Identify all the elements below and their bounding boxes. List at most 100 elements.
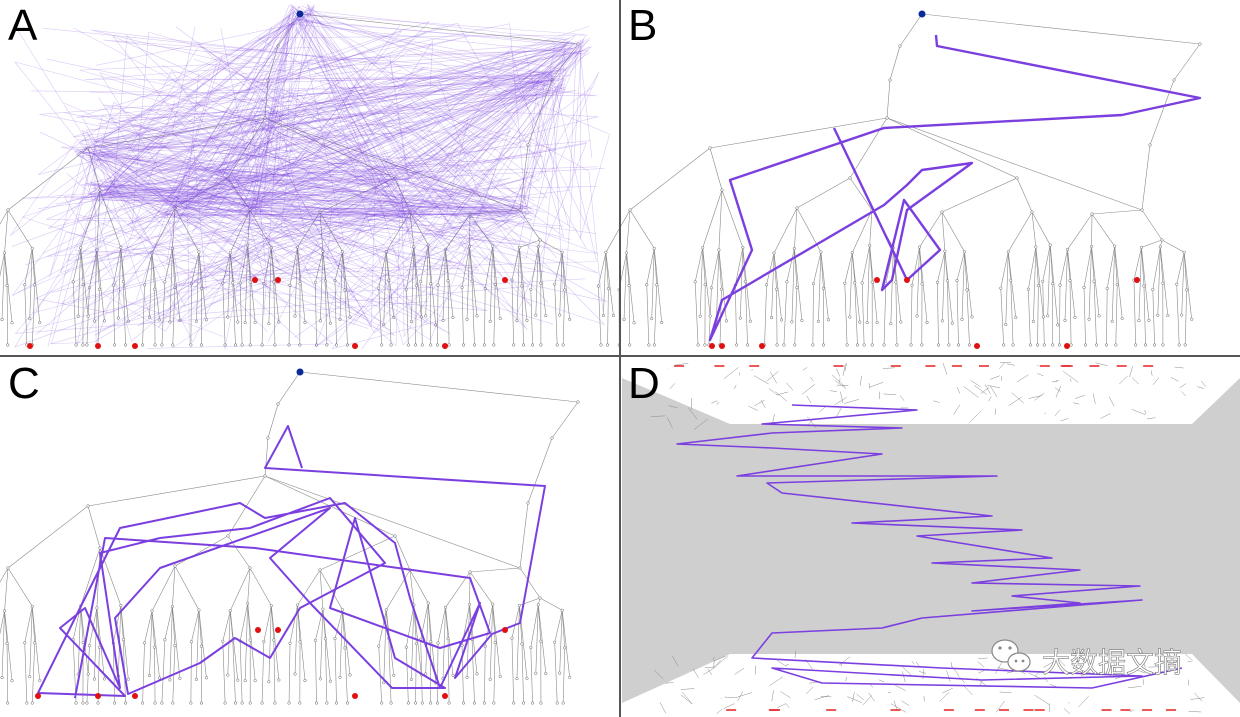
corridor-tree-edge [842, 363, 846, 376]
search-path [84, 42, 571, 174]
search-path [252, 55, 564, 299]
target-node [719, 343, 725, 349]
tree-node [925, 320, 929, 325]
corridor-tree-edge [780, 691, 791, 699]
tree-node [553, 640, 557, 644]
corridor-tree-edge [1057, 658, 1066, 667]
search-path [14, 61, 361, 221]
tree-edge [319, 569, 324, 610]
tree-edge [1115, 284, 1118, 346]
search-path [75, 69, 562, 123]
search-path [79, 151, 516, 214]
tree-edge [1083, 246, 1092, 288]
tree-node [226, 315, 230, 319]
search-path [421, 71, 600, 218]
search-path [242, 111, 399, 259]
tree-edge [721, 189, 744, 248]
search-paths-a [9, 3, 610, 350]
tree-node [92, 319, 96, 323]
tree-edge [947, 280, 950, 346]
tree-edge [844, 283, 848, 346]
search-path [197, 43, 548, 179]
tree-edge [554, 284, 558, 346]
tree-edge [1176, 284, 1180, 346]
tree-node [30, 701, 34, 705]
tree-edge [1033, 246, 1037, 322]
corridor-tree-edge [883, 393, 897, 396]
tree-node [414, 642, 418, 646]
tree-edge [239, 640, 243, 704]
tree-edge [196, 252, 200, 322]
corridor-tree-edge [878, 679, 885, 683]
corridor-tree-edge [805, 686, 814, 695]
tree-node [604, 250, 608, 254]
search-path [182, 46, 592, 285]
tree-node [512, 701, 516, 705]
tree-node [295, 245, 300, 249]
corridor-tree-edge [713, 655, 726, 662]
corridor-tree-edge [716, 708, 723, 714]
tree-edge [786, 248, 795, 282]
tree-node [1090, 212, 1094, 216]
tree-node [236, 678, 240, 682]
search-path [253, 17, 513, 235]
tree-node [97, 287, 101, 291]
tree-edge [605, 209, 631, 253]
tree-edge [1106, 246, 1115, 289]
corridor-tree-edge [1179, 383, 1187, 389]
tree-edge [378, 251, 387, 289]
tree-edge [388, 280, 392, 346]
tree-node [1110, 319, 1114, 323]
tree-node [1042, 343, 1046, 347]
corridor-tree-edge [707, 668, 713, 675]
tree-node [98, 546, 102, 550]
search-path [124, 6, 591, 174]
corridor-tree-edge [806, 395, 812, 404]
tree-node [236, 320, 240, 324]
tree-node [233, 343, 238, 347]
tree-node [1026, 287, 1030, 291]
tree-node [246, 243, 250, 247]
search-path [166, 50, 567, 273]
tree-edge [289, 247, 298, 286]
tree-edge [1138, 247, 1142, 321]
corridor-tree-edge [1063, 708, 1071, 715]
tree-node [709, 286, 713, 290]
tree-node [243, 321, 247, 325]
tree-edge [271, 247, 280, 323]
corridor-tree-edge [1068, 701, 1070, 704]
tree-edge [605, 252, 614, 316]
tree-edge [244, 603, 248, 681]
tree-edge [559, 252, 563, 316]
tree-edge [766, 252, 775, 285]
tree-edge [172, 565, 176, 607]
tree-node [518, 566, 522, 570]
tree-node [348, 315, 352, 319]
tree-node [321, 249, 325, 253]
tree-node [408, 210, 412, 214]
search-path [246, 118, 587, 312]
tree-node [74, 701, 78, 705]
tree-edge [227, 177, 251, 211]
corridor-tree-edge [933, 400, 940, 403]
tree-edge [818, 252, 822, 322]
tree-edge [1000, 288, 1004, 346]
tree-edge [96, 189, 101, 250]
corridor-tree-edge [1127, 686, 1142, 689]
tree-node [482, 343, 486, 347]
tree-edge [198, 252, 207, 320]
tree-edge [492, 246, 501, 319]
tree-edge [406, 647, 409, 704]
tree-edge [521, 285, 524, 346]
tree-edge [861, 282, 865, 346]
tree-node [33, 641, 37, 645]
tree-edge [297, 247, 306, 323]
search-path-d [676, 404, 1183, 689]
tree-node [71, 280, 75, 284]
tree-node [628, 343, 632, 347]
tree-edge [735, 285, 737, 346]
tree-edge [1067, 249, 1076, 318]
tree-node [248, 280, 252, 284]
tree-edge [164, 606, 173, 640]
corridor-tree-edge [671, 655, 679, 667]
